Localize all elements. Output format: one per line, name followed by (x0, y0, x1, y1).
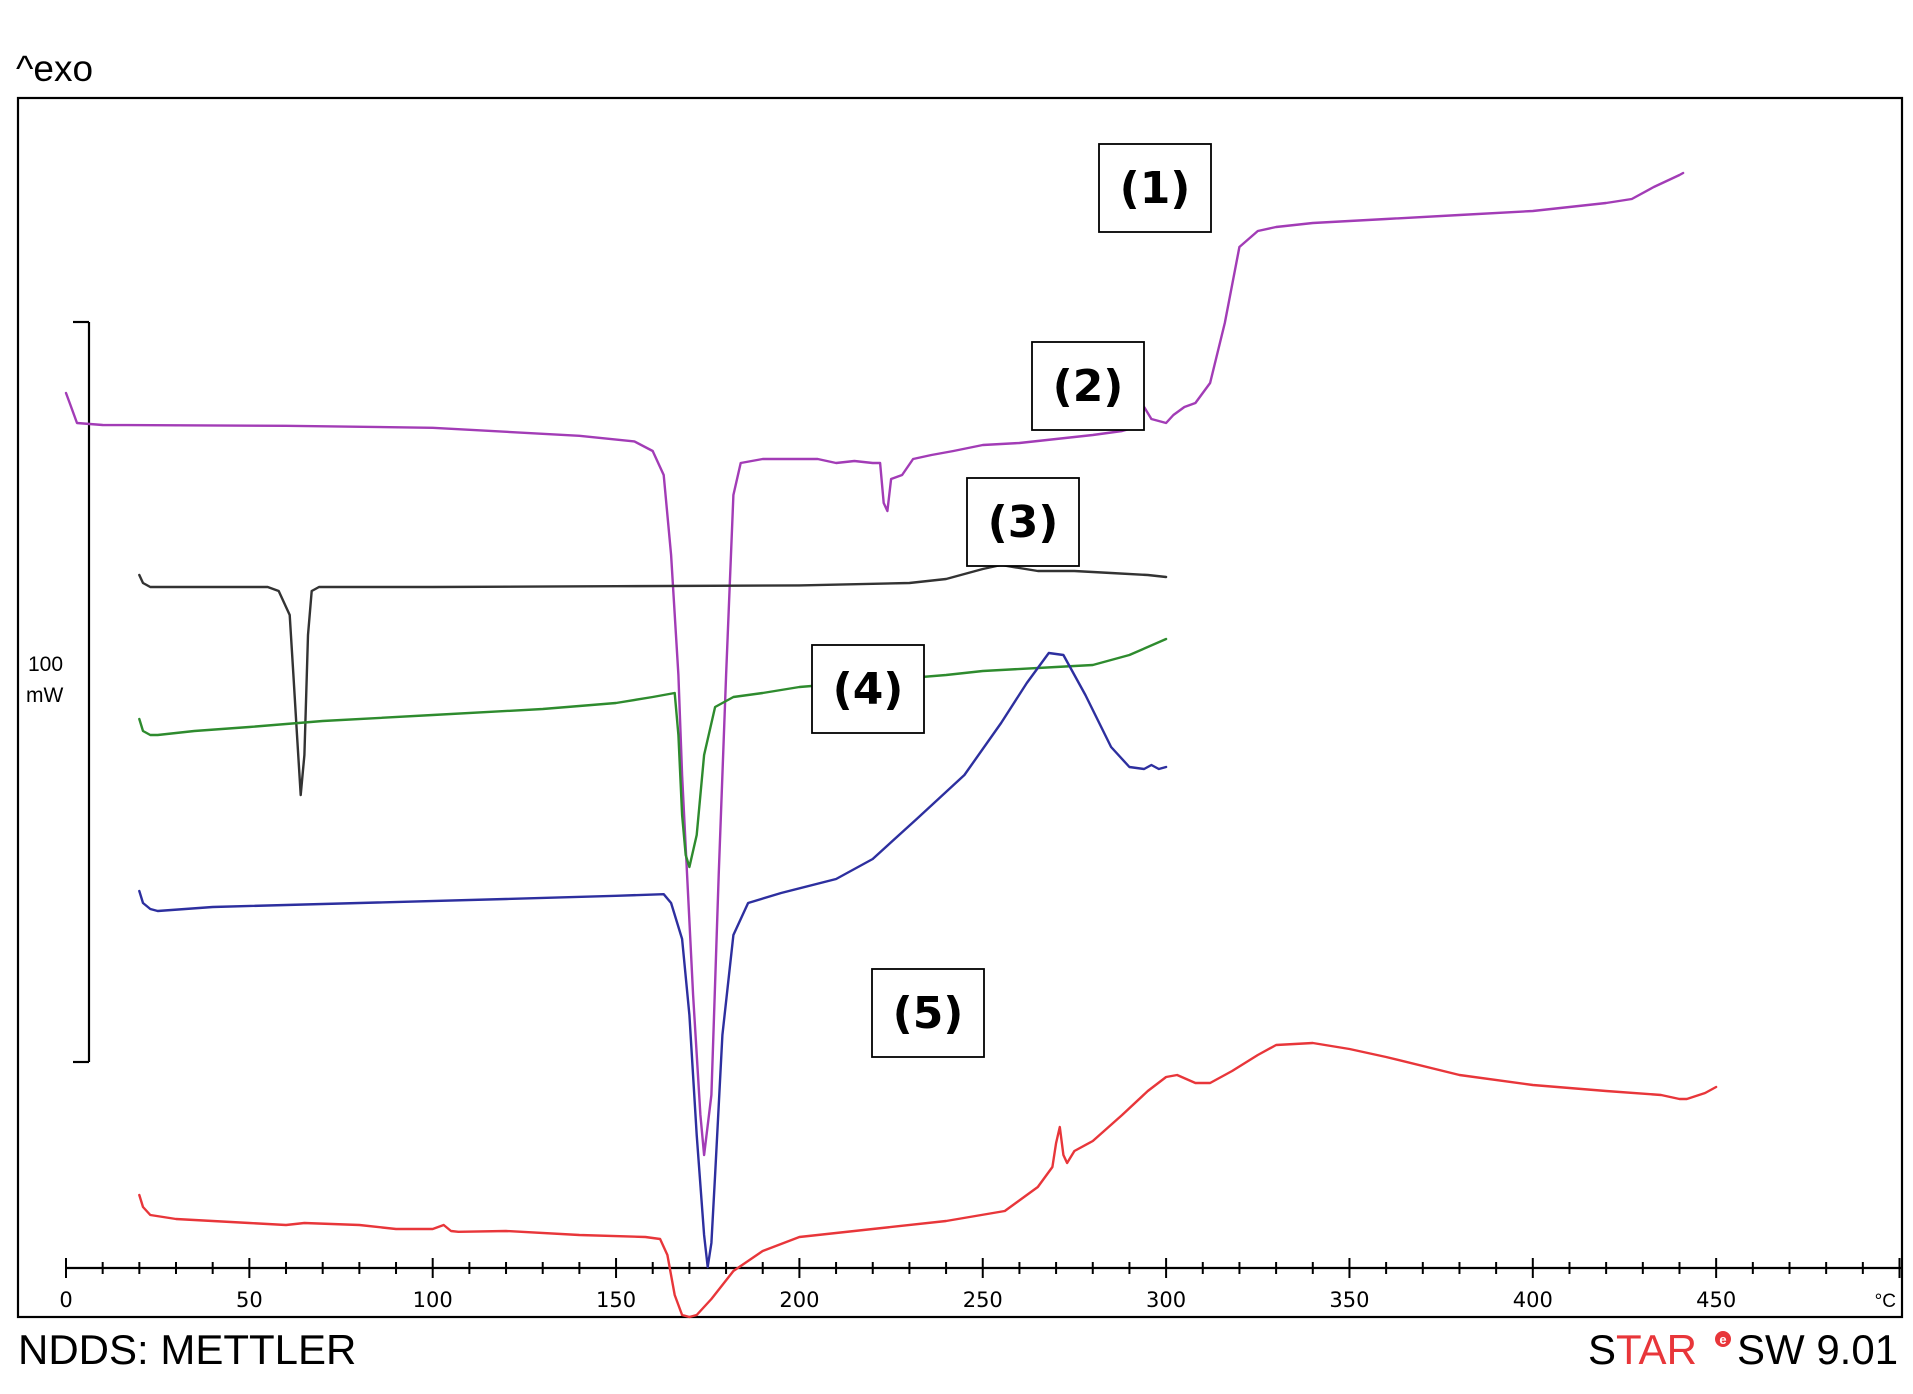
x-tick-label: 100 (413, 1288, 453, 1312)
x-axis-tick-labels: 0 50 100 150 200 250 300 350 400 450 (59, 1288, 1736, 1312)
x-tick-label: 450 (1696, 1288, 1736, 1312)
label-box-frame (1098, 143, 1212, 233)
scale-bar: 100 mW (26, 320, 91, 1064)
software-version: SW 9.01 (1737, 1326, 1898, 1373)
curve-2-label: (2) (1053, 361, 1124, 412)
x-tick-label: 250 (963, 1288, 1003, 1312)
curve-1-line (64, 171, 1685, 1157)
curve-5-label-box: (5) (871, 968, 985, 1058)
footer-instrument-label: NDDS: METTLER (18, 1326, 356, 1373)
curve-1-label-box: (1) (1098, 143, 1212, 233)
x-tick-label: 350 (1329, 1288, 1369, 1312)
label-box-frame (1031, 341, 1145, 431)
curve-4-label: (4) (833, 664, 904, 715)
curve-4-label-box: (4) (811, 644, 925, 734)
x-axis-ticks (65, 1258, 1901, 1278)
label-box-frame (966, 477, 1080, 567)
x-tick-label: 0 (59, 1288, 72, 1312)
x-tick-label: 300 (1146, 1288, 1186, 1312)
curve-3-label-box: (3) (966, 477, 1080, 567)
scale-bar-unit: mW (26, 684, 63, 707)
x-axis-unit: °C (1875, 1291, 1896, 1312)
label-box-frame (811, 644, 925, 734)
curve-5-line (138, 1041, 1718, 1319)
curves-group (64, 171, 1718, 1319)
curve-5-label: (5) (893, 988, 964, 1039)
plot-frame (16, 96, 1904, 1319)
curve-labels-group: (1) (2) (3) (4) (5) (811, 143, 1212, 1058)
brand-superscript-badge (1715, 1331, 1731, 1347)
curve-2-line (138, 563, 1168, 797)
exo-direction-label: ^exo (16, 48, 93, 89)
brand-superscript: e (1719, 1332, 1726, 1347)
label-box-frame (871, 968, 985, 1058)
curve-4-line (138, 651, 1168, 1269)
software-version-label: STAR e SW 9.01 (1588, 1326, 1898, 1373)
x-tick-label: 400 (1513, 1288, 1553, 1312)
x-tick-label: 50 (236, 1288, 263, 1312)
curve-2-label-box: (2) (1031, 341, 1145, 431)
curve-3-label: (3) (988, 497, 1059, 548)
x-tick-label: 150 (596, 1288, 636, 1312)
curve-3-line (138, 637, 1168, 869)
curve-1-label: (1) (1120, 163, 1191, 214)
software-brand: STAR (1588, 1326, 1697, 1373)
x-tick-label: 200 (779, 1288, 819, 1312)
scale-bar-value: 100 (28, 653, 63, 676)
